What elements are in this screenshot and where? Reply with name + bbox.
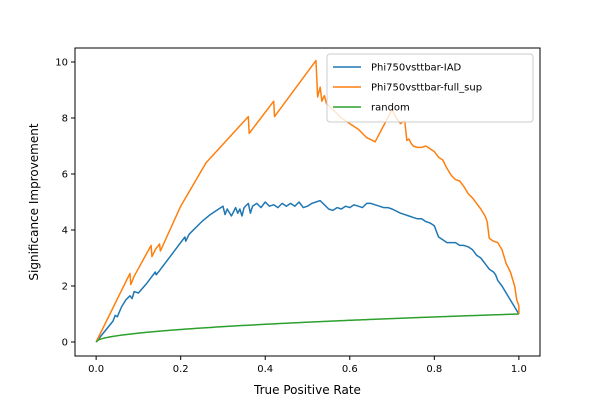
x-axis-ticks: 0.0 0.2 0.4 0.6 0.8 1.0 <box>88 356 527 375</box>
y-tick-label: 6 <box>62 170 68 181</box>
plot-lines <box>95 59 520 343</box>
legend-box <box>326 53 534 123</box>
legend: Phi750vsttbar-IAD Phi750vsttbar-full_supr… <box>326 53 534 123</box>
legend-label: Phi750vsttbar-full_sup <box>371 83 482 94</box>
x-tick-label: 0.6 <box>342 364 358 375</box>
legend-label: Phi750vsttbar-IAD <box>371 63 462 74</box>
series-line-1 <box>95 199 520 343</box>
legend-label: random <box>371 103 410 114</box>
x-tick-label: 0.0 <box>88 364 104 375</box>
x-axis-label: True Positive Rate <box>253 383 361 397</box>
y-axis-ticks: 0 2 4 6 8 10 <box>55 58 75 349</box>
y-tick-label: 8 <box>62 114 68 125</box>
y-tick-label: 2 <box>62 282 68 293</box>
x-tick-label: 0.2 <box>173 364 189 375</box>
x-tick-label: 1.0 <box>511 364 527 375</box>
y-tick-label: 4 <box>62 226 68 237</box>
y-tick-label: 0 <box>62 338 68 349</box>
axes-frame <box>74 47 541 357</box>
series-line-3 <box>95 313 519 343</box>
x-tick-label: 0.8 <box>426 364 442 375</box>
y-tick-label: 10 <box>55 58 68 69</box>
y-axis-label: Significance Improvement <box>27 123 41 280</box>
series-line-2 <box>95 59 520 343</box>
x-tick-label: 0.4 <box>257 364 273 375</box>
